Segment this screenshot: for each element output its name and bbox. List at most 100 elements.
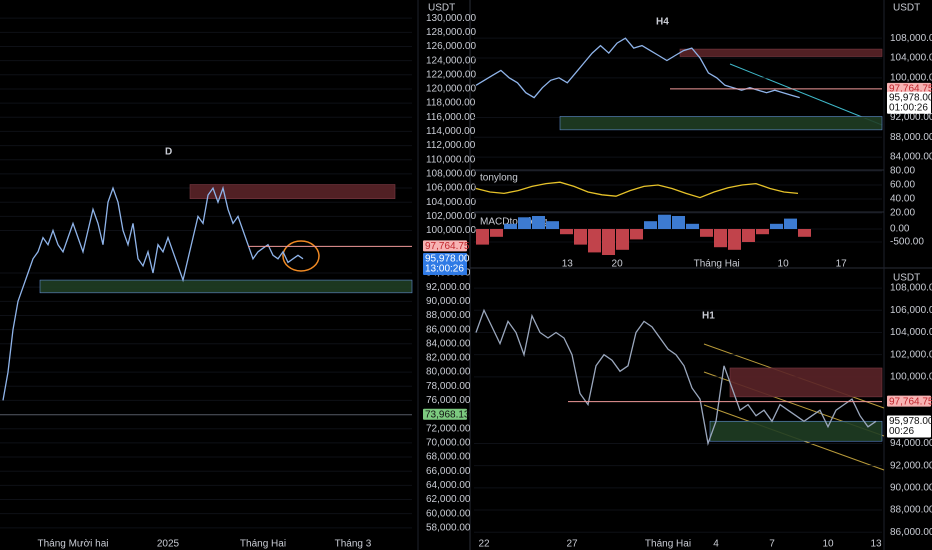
zone <box>559 116 883 131</box>
x-tick-label: 2025 <box>157 539 180 550</box>
histogram-bar <box>686 223 699 230</box>
y-tick-label: 108,000.00 <box>426 169 476 180</box>
price-tag-label: 97,764.75 <box>425 241 470 252</box>
y-tick-label: 40.00 <box>890 194 915 205</box>
pane-title: MACDtonylong <box>480 217 547 228</box>
y-tick-label: 72,000.00 <box>426 423 471 434</box>
histogram-bar <box>700 229 713 237</box>
y-tick-label: 104,000.00 <box>426 197 476 208</box>
histogram-bar <box>490 229 503 237</box>
y-tick-label: 60.00 <box>890 180 915 191</box>
y-tick-label: 84,000.00 <box>890 152 932 163</box>
y-tick-label: 88,000.00 <box>890 505 932 516</box>
price-tag-label: 95,978.00 <box>889 92 932 103</box>
y-tick-label: 124,000.00 <box>426 55 476 66</box>
y-tick-label: 68,000.00 <box>426 452 471 463</box>
x-tick-label: 13 <box>562 259 574 270</box>
y-tick-label: 60,000.00 <box>426 508 471 519</box>
price-tag <box>423 240 467 252</box>
histogram-bar <box>630 229 643 240</box>
price-tag-label: 73,968.13 <box>425 409 470 420</box>
y-tick-label: 92,000.00 <box>890 112 932 123</box>
x-tick-label: 7 <box>769 539 775 550</box>
histogram-bar <box>728 229 741 250</box>
x-tick-label: 10 <box>822 539 834 550</box>
y-tick-label: 108,000.00 <box>890 283 932 294</box>
countdown: 13:00:26 <box>425 264 464 275</box>
y-tick-label: 90,000.00 <box>890 482 932 493</box>
y-tick-label: 90,000.00 <box>426 296 471 307</box>
pane-title: D <box>165 147 172 158</box>
histogram-bar <box>574 229 587 245</box>
histogram-bar <box>784 218 797 230</box>
histogram-bar <box>546 221 559 230</box>
histogram-bar <box>672 216 685 230</box>
y-tick-label: 70,000.00 <box>426 438 471 449</box>
zone <box>709 420 883 442</box>
x-tick-label: 13 <box>870 539 882 550</box>
y-tick-label: 82,000.00 <box>426 353 471 364</box>
price-tag <box>423 252 467 275</box>
y-tick-label: 104,000.00 <box>890 327 932 338</box>
histogram-bar <box>476 229 489 245</box>
y-tick-label: 92,000.00 <box>890 460 932 471</box>
histogram-bar <box>616 229 629 250</box>
countdown: 00:26 <box>889 426 914 437</box>
y-tick-label: 110,000.00 <box>426 154 476 165</box>
price-tag <box>887 395 931 407</box>
y-tick-label: 80,000.00 <box>426 367 471 378</box>
y-tick-label: 92,000.00 <box>426 282 471 293</box>
histogram-bar <box>602 229 615 256</box>
y-tick-label: 120,000.00 <box>426 84 476 95</box>
price-tag <box>887 91 931 114</box>
y-tick-label: 64,000.00 <box>426 480 471 491</box>
y-tick-label: 112,000.00 <box>426 140 476 151</box>
x-tick-label: 4 <box>713 539 719 550</box>
price-tag-label: 97,764.75 <box>889 84 932 95</box>
y-tick-label: 102,000.00 <box>890 349 932 360</box>
y-tick-label: 106,000.00 <box>890 305 932 316</box>
y-tick-label: 88,000.00 <box>426 310 471 321</box>
y-tick-label: 20.00 <box>890 208 915 219</box>
price-tag-label: 95,978.00 <box>889 416 932 427</box>
histogram-bar <box>518 217 531 230</box>
y-tick-label: 126,000.00 <box>426 41 476 52</box>
x-tick-label: Tháng Hai <box>694 259 740 270</box>
annotation-circle <box>282 240 320 272</box>
price-tag <box>423 408 467 420</box>
pane-title: tonylong <box>480 173 518 184</box>
price-tag-label: 95,978.00 <box>425 254 470 265</box>
price-line <box>475 181 799 199</box>
y-tick-label: 84,000.00 <box>426 338 471 349</box>
x-tick-label: 20 <box>612 259 624 270</box>
countdown: 01:00:26 <box>889 102 928 113</box>
y-tick-label: 108,000.00 <box>890 33 932 44</box>
x-tick-label: Tháng Hai <box>645 539 691 550</box>
histogram-bar <box>588 229 601 253</box>
histogram-bar <box>756 229 769 235</box>
price-line <box>475 308 877 447</box>
y-tick-label: 86,000.00 <box>426 324 471 335</box>
histogram-bar <box>560 229 573 235</box>
x-tick-label: 17 <box>836 259 848 270</box>
y-tick-label: 66,000.00 <box>426 466 471 477</box>
histogram-bar <box>798 229 811 237</box>
y-tick-label: 94,000.00 <box>890 438 932 449</box>
price-tag <box>887 82 931 94</box>
currency-label: USDT <box>428 3 455 14</box>
pane-title: H4 <box>656 17 669 28</box>
y-tick-label: 106,000.00 <box>426 183 476 194</box>
y-tick-label: 78,000.00 <box>426 381 471 392</box>
pane-title: H1 <box>702 311 715 322</box>
histogram-bar <box>770 223 783 230</box>
y-tick-label: 100,000.00 <box>890 72 932 83</box>
y-tick-label: 130,000.00 <box>426 13 476 24</box>
currency-label: USDT <box>893 3 920 14</box>
histogram-bar <box>742 229 755 243</box>
histogram-bar <box>504 223 517 230</box>
y-tick-label: 100,000.00 <box>890 372 932 383</box>
y-tick-label: -500.00 <box>890 237 924 248</box>
y-tick-label: 114,000.00 <box>426 126 476 137</box>
